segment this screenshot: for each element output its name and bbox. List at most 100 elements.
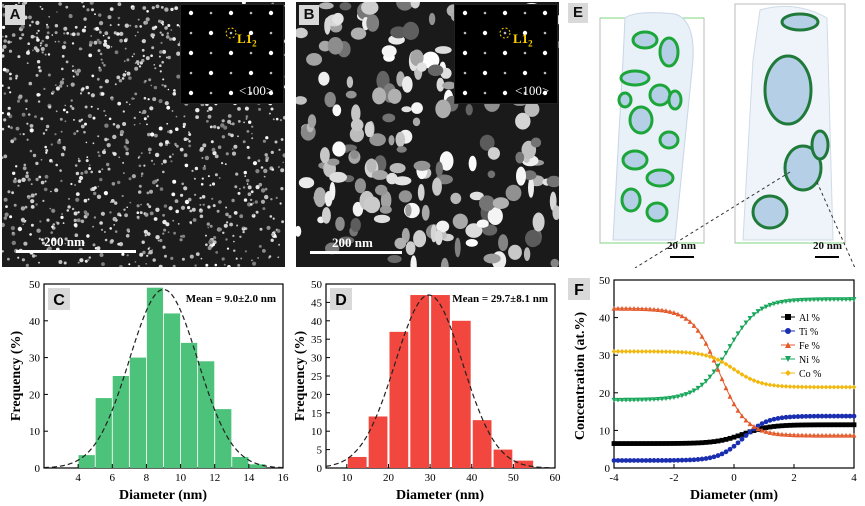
chart-f-point [843,384,849,390]
chart-f-point [743,430,749,436]
chart-f-point [627,397,633,403]
chart-f-point [635,349,641,354]
chart-c-ytick-label: 40 [29,316,41,328]
chart-f-point [827,432,833,438]
chart-f-point [839,384,845,390]
chart-f-point [751,378,757,383]
chart-f-point [735,369,741,375]
chart-f-point [615,441,621,446]
chart-f-point [715,357,721,363]
chart-f-legend-item: Al % [799,313,820,324]
chart-f-point [663,458,669,463]
chart-f-point [731,443,737,449]
chart-f-point [675,349,681,355]
chart-f-point [751,424,757,429]
chart-f-point [691,440,697,446]
chart-f-point [795,414,801,419]
panel-e-atom-probe: E [565,0,863,268]
chart-f-point [679,393,685,399]
chart-f-point [611,458,617,463]
chart-f-point [623,349,629,354]
chart-f-point [683,392,689,397]
chart-f-point [819,384,825,390]
chart-f-point [619,397,625,403]
chart-f-point [731,434,737,440]
chart-f-point [799,414,805,419]
chart-f-point [699,456,705,462]
chart-f-point [839,297,845,303]
chart-f-point [695,457,701,462]
chart-f-point [687,319,693,324]
chart-f-point [771,424,777,429]
l12-label-a: L12 [237,31,257,49]
chart-f-point [723,385,729,391]
chart-c-bar [95,398,112,468]
chart-f-xlabel: Diameter (nm) [690,488,778,503]
chart-f-point [811,432,817,438]
chart-f-point [847,384,853,390]
chart-f-point [807,422,813,428]
chart-f-point [727,364,733,370]
chart-f-point [647,349,653,354]
chart-f-point [671,349,677,355]
chart-f-point [615,349,621,354]
chart-f-point [827,422,833,428]
chart-f-point [779,299,785,305]
chart-f-point [611,305,617,311]
chart-f-point [635,397,641,403]
chart-f-point [767,430,773,435]
chart-f-point [803,422,809,428]
chart-f-point [631,397,637,403]
chart-f-legend-marker [785,356,791,362]
chart-f-point [851,432,857,438]
zone-axis-label-a: <100> [239,83,274,98]
panel-a-micrograph: A L12 <100> 200 nm [2,2,285,267]
chart-f-point [767,417,773,423]
chart-f-point [759,306,765,312]
tip-right-precipitates [751,12,830,230]
chart-f-point [791,384,797,390]
chart-f-point [783,384,789,389]
chart-f-point [767,424,773,430]
chart-f-point [647,441,653,446]
chart-f-point [663,441,669,446]
chart-f-point [711,369,717,375]
chart-f-point [755,379,761,385]
chart-f-point [611,441,617,446]
chart-f-point [739,413,745,419]
chart-f-point [707,354,713,360]
chart-f-point [683,350,689,355]
chart-f-legend-marker [785,328,791,334]
chart-f-point [795,298,801,303]
chart-d-ytick-label: 20 [311,389,323,401]
chart-f-ytick-label: 50 [599,275,611,287]
chart-f-point [835,413,841,419]
chart-f-point [739,372,745,377]
chart-f-point [615,305,621,311]
chart-d-ytick-label: 40 [311,316,323,328]
chart-f-point [831,384,837,390]
chart-d-ytick-label: 5 [317,445,323,457]
chart-c-xtick-label: 8 [144,472,150,484]
chart-c-ytick-label: 50 [29,279,41,291]
chart-f-point [703,379,709,384]
chart-f-point [755,426,761,431]
chart-f-point [647,306,653,312]
chart-f-point [715,363,721,369]
chart-f-point [655,441,661,446]
diffraction-pattern-a [188,10,274,96]
chart-f-point [675,311,681,317]
chart-f-point [655,458,661,463]
chart-f-legend-item: Fe % [799,341,820,352]
chart-f-point [783,423,789,428]
chart-f-point [727,435,733,441]
chart-f-point [823,384,829,390]
chart-f-point [639,441,645,446]
chart-f-point [775,431,781,437]
chart-c-bar [163,313,181,468]
chart-f-point [627,458,633,463]
chart-f-point [735,433,741,439]
chart-f-point [639,349,645,354]
chart-f-legend-marker [785,370,791,376]
chart-f-point [847,297,853,302]
